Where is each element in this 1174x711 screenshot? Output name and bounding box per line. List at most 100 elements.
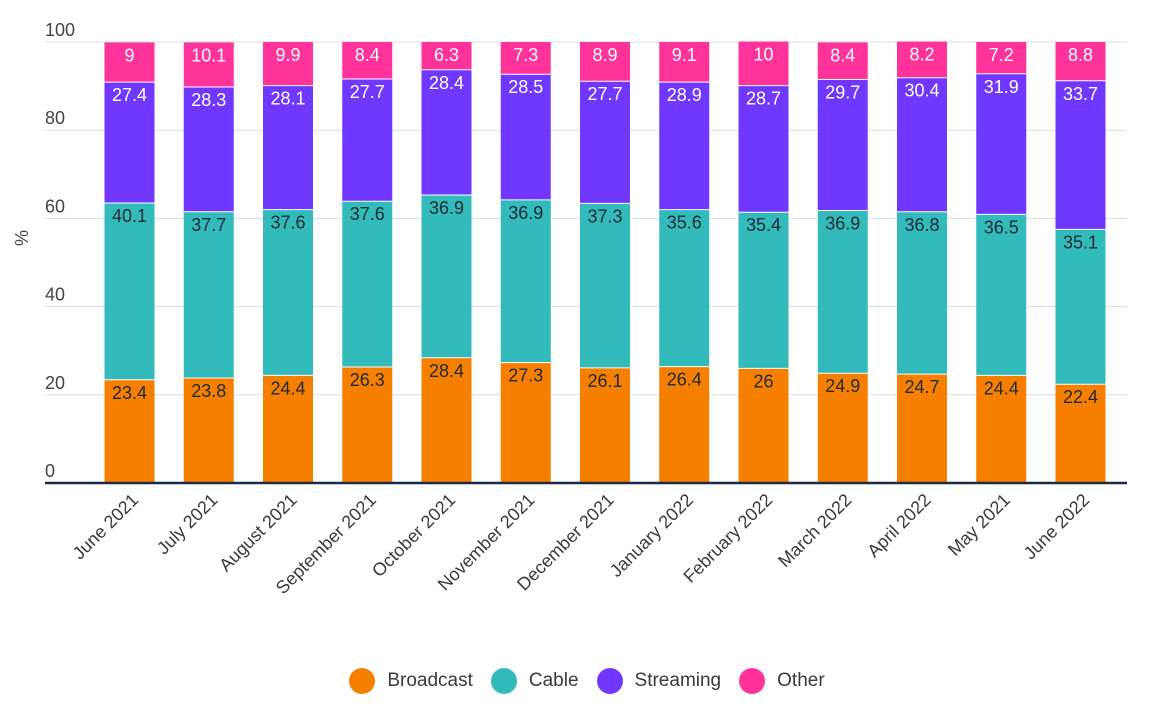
bar-streaming [104,82,155,203]
bar-broadcast [1055,384,1106,483]
bar-cable [580,203,630,368]
bar-broadcast [421,357,472,483]
bar-broadcast [976,375,1027,483]
x-tick-label: June 2021 [69,490,143,564]
data-label-streaming: 30.4 [904,81,939,101]
bar-streaming [976,73,1027,215]
bar-broadcast [342,367,393,483]
data-label-other: 10.1 [191,45,226,65]
data-label-broadcast: 28.4 [429,361,464,381]
data-label-streaming: 27.7 [587,84,622,104]
bar-broadcast [897,374,947,483]
bar-streaming [421,69,472,196]
data-label-cable: 35.4 [746,215,781,235]
data-label-cable: 36.5 [984,217,1019,237]
data-label-broadcast: 24.4 [270,378,305,398]
data-label-cable: 37.7 [191,215,226,235]
data-label-cable: 35.6 [667,213,702,233]
data-label-other: 8.2 [909,45,934,65]
legend-item-cable[interactable]: Cable [490,668,579,694]
data-label-streaming: 28.1 [270,89,305,109]
data-label-broadcast: 27.3 [508,366,543,386]
legend-label: Broadcast [387,670,473,691]
legend-item-other[interactable]: Other [739,668,825,694]
bar-broadcast [580,367,630,483]
data-label-other: 9.1 [672,45,697,65]
bar-streaming [342,79,393,202]
data-label-other: 9 [124,45,134,65]
legend-swatch [349,668,376,694]
data-label-streaming: 28.3 [191,90,226,110]
x-tick-label: August 2021 [215,490,301,576]
bar-streaming [659,82,710,210]
bar-other [580,42,630,82]
bar-cable [183,211,234,379]
data-labels: 23.4 40.1 27.4 9 23.8 37.7 28.3 10.1 24.4 37.6 28.… [112,45,1098,408]
data-label-cable: 37.6 [350,204,385,224]
bar-cable [976,214,1027,376]
bar-cable [659,209,710,367]
data-label-cable: 35.1 [1063,232,1098,252]
bar-other [817,42,868,80]
data-label-streaming: 27.4 [112,85,147,105]
data-label-streaming: 28.5 [508,77,543,97]
y-axis-ticks: 0 20 40 60 80 100 [45,20,75,481]
data-label-broadcast: 26.3 [350,370,385,390]
bar-cable [817,210,868,374]
bar-broadcast [659,366,710,483]
bar-broadcast [183,378,234,483]
x-tick-label: April 2022 [863,490,934,561]
legend-swatch [596,668,623,694]
data-label-streaming: 29.7 [825,82,860,102]
y-tick-label: 40 [45,285,65,305]
data-label-broadcast: 26 [753,371,773,391]
bar-other [659,42,710,83]
data-label-broadcast: 26.4 [667,370,702,390]
legend-swatch [490,668,517,694]
bar-streaming [183,86,234,212]
bar-other [738,41,789,86]
bar-cable [897,211,947,375]
bar-other [183,42,234,87]
y-tick-label: 100 [45,20,75,40]
bar-broadcast [263,375,313,483]
data-label-other: 8.4 [355,45,380,65]
data-label-broadcast: 24.9 [825,376,860,396]
bar-streaming [580,81,630,204]
y-tick-label: 20 [45,373,65,393]
bar-broadcast [500,362,551,483]
data-label-other: 8.9 [592,45,617,65]
bar-cable [104,202,155,380]
bar-broadcast [817,373,868,483]
bars [104,41,1106,483]
bar-cable [500,199,551,363]
bar-other [500,42,551,75]
bar-other [1055,42,1106,81]
data-label-other: 7.2 [989,45,1014,65]
bar-cable [1055,229,1106,385]
data-label-broadcast: 22.4 [1063,387,1098,407]
bar-cable [342,201,393,368]
bar-streaming [817,79,868,211]
legend-label: Other [777,670,825,691]
y-tick-label: 80 [45,108,65,128]
data-label-broadcast: 24.4 [984,378,1019,398]
bar-other [342,42,393,80]
bar-broadcast [738,368,789,483]
data-label-streaming: 28.7 [746,89,781,109]
legend-item-broadcast[interactable]: Broadcast [349,668,473,694]
data-label-cable: 36.9 [429,198,464,218]
legend-swatch [739,668,766,694]
data-label-other: 8.8 [1068,45,1093,65]
data-label-streaming: 27.7 [350,82,385,102]
bar-streaming [263,85,313,210]
data-label-other: 10 [753,45,773,65]
y-axis-title: % [12,230,32,246]
data-label-cable: 36.9 [508,203,543,223]
legend-label: Streaming [634,670,722,691]
legend-item-streaming[interactable]: Streaming [596,668,722,694]
bar-streaming [738,85,789,213]
x-tick-label: March 2022 [774,490,855,571]
